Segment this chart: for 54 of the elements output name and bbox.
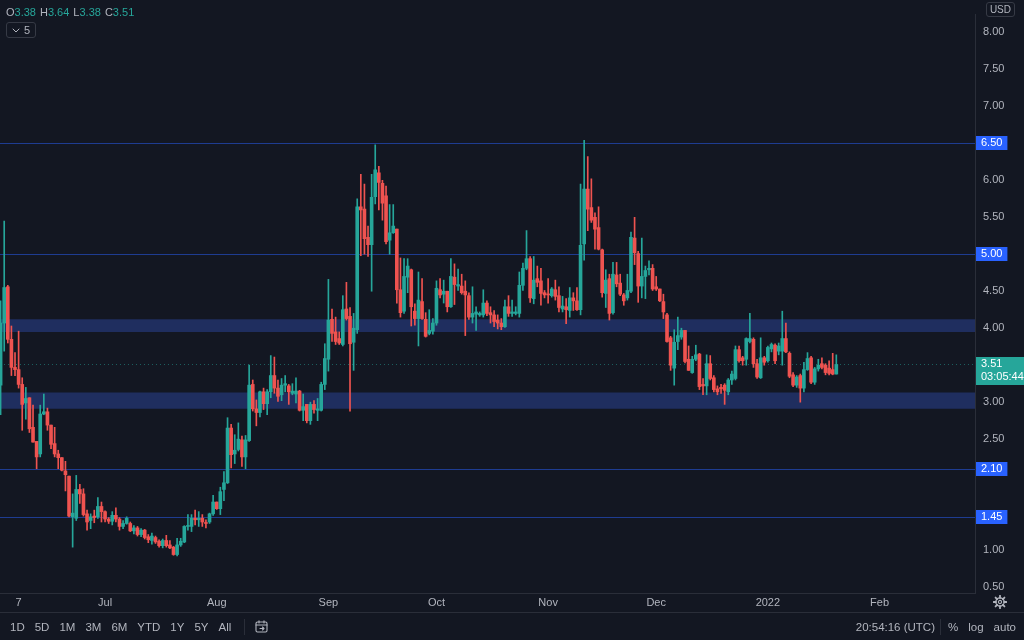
ref-line-label: 5.00: [981, 247, 1003, 260]
text: 3M: [84, 619, 103, 635]
text: YTD: [136, 619, 162, 635]
y-tick-label: 6.00: [983, 173, 1005, 186]
ref-line-label: 6.50: [981, 136, 1003, 149]
x-tick-label: 2022: [755, 595, 781, 608]
text: 20:54:16 (UTC): [850, 618, 942, 635]
x-tick-label: Dec: [646, 595, 667, 608]
candlestick: [23, 387, 28, 420]
x-tick-label: Aug: [206, 595, 227, 608]
y-tick-label: 2.50: [983, 432, 1005, 445]
candlestick: [193, 509, 197, 526]
candlestick: [301, 393, 306, 421]
text: 1D: [9, 619, 26, 635]
y-tick-label: 7.00: [983, 99, 1005, 112]
x-tick-label: Oct: [427, 595, 446, 608]
ref-line-label: 2.10: [981, 462, 1003, 475]
candlestick: [294, 377, 298, 404]
text: 6M: [110, 619, 129, 635]
text: auto: [992, 619, 1017, 635]
annotation: 5: [24, 24, 31, 36]
y-tick-label: 5.50: [983, 210, 1005, 223]
candlestick: [92, 509, 97, 524]
text: 5D: [33, 619, 51, 635]
annotation: O3.38 H3.64 L3.38 C3.51: [6, 6, 135, 18]
candlestick: [639, 237, 644, 299]
text: USD: [985, 2, 1015, 17]
x-tick-label: Sep: [318, 595, 339, 608]
x-tick-label: Nov: [538, 595, 559, 608]
candlestick: [495, 314, 500, 330]
text: 5Y: [193, 619, 210, 635]
y-tick-label: 7.50: [983, 62, 1005, 75]
x-tick-label: Feb: [870, 595, 890, 608]
candlestick: [564, 298, 568, 325]
text: 03:05:44: [981, 370, 1024, 383]
y-tick-label: 8.00: [983, 25, 1005, 38]
text: %: [947, 619, 960, 635]
x-tick-label: 7: [15, 595, 22, 608]
ref-line-label: 3.51: [981, 357, 1003, 370]
candlestick: [358, 174, 363, 257]
text: All: [217, 619, 233, 635]
text: 1M: [58, 619, 77, 635]
y-tick-label: 0.50: [983, 580, 1005, 593]
ref-line-label: 1.45: [981, 510, 1003, 523]
candlestick: [510, 299, 514, 317]
y-tick-label: 4.50: [983, 284, 1005, 297]
text: log: [967, 619, 985, 635]
y-tick-label: 3.00: [983, 395, 1005, 408]
candlestick: [719, 384, 723, 394]
y-tick-label: 1.00: [983, 543, 1005, 556]
text: 1Y: [169, 619, 186, 635]
x-tick-label: Jul: [98, 595, 113, 608]
candlestick: [456, 268, 460, 291]
y-tick-label: 4.00: [983, 321, 1005, 334]
